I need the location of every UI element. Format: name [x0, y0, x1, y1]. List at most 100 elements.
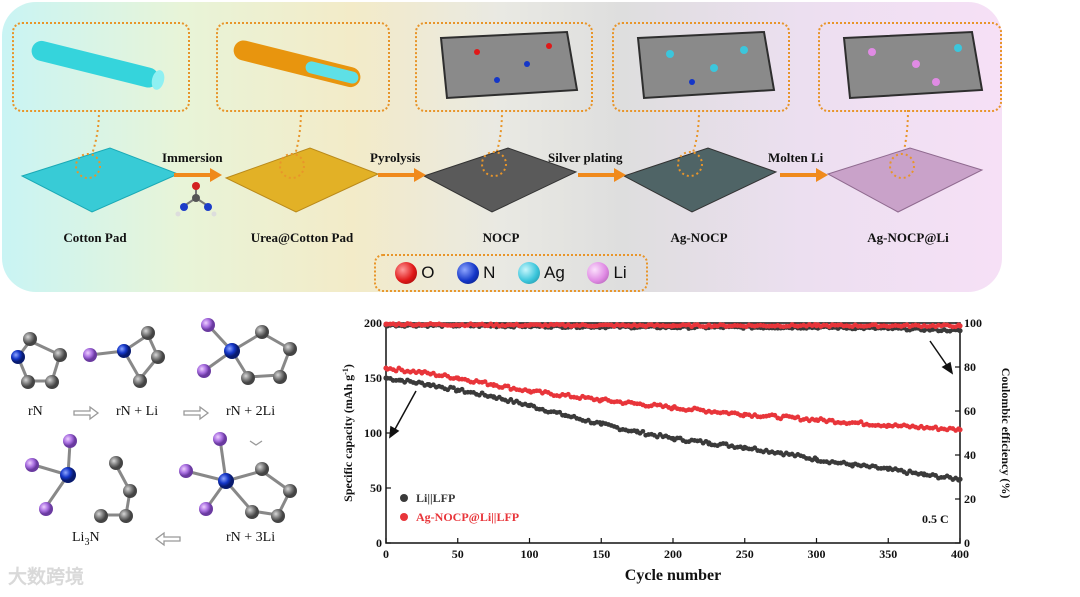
step-label-cotton-pad: Cotton Pad	[63, 230, 127, 245]
process-arrows	[174, 168, 828, 182]
label-li3n-subscript: 3	[84, 536, 90, 548]
left-y-tick-label: 50	[370, 481, 382, 495]
nitrogen-atom-icon	[457, 262, 480, 284]
right-y-axis-ticks: 0 20 40 60 80 100	[955, 316, 982, 550]
data-point-key	[849, 462, 855, 468]
left-y-axis-label-superscript: -1	[341, 368, 350, 375]
process-label-immersion: Immersion	[162, 150, 223, 165]
data-point-key	[885, 466, 891, 472]
molecule-rn-3li	[179, 432, 297, 523]
label-li3n: Li3N	[72, 530, 100, 548]
data-point-key	[491, 382, 497, 388]
legend-item-ag: Ag	[518, 262, 565, 284]
x-axis-ticks: 0 50 100 150 200 250 300 350 400	[383, 538, 969, 561]
molecule-rn-2li	[197, 318, 297, 385]
legend-label-li-lfp: Li||LFP	[416, 491, 455, 505]
left-y-axis-label-main: Specific capacity (mAh g	[341, 375, 355, 502]
left-y-tick-label: 100	[364, 426, 382, 440]
step-label-ag-nocp-li: Ag-NOCP@Li	[867, 230, 949, 245]
label-rn: rN	[28, 404, 43, 419]
data-point-key	[957, 427, 963, 433]
legend-item-n: N	[457, 262, 495, 284]
label-li3n-n: N	[89, 530, 100, 545]
data-point	[557, 409, 563, 415]
chart-series	[383, 321, 963, 483]
lithiation-mechanism-diagram	[11, 318, 297, 547]
zoom-box-cotton-fiber	[12, 22, 190, 112]
data-point-key	[921, 472, 927, 478]
chart-legend: Li||LFP Ag-NOCP@Li||LFP	[400, 491, 519, 524]
fabric-pads-row	[20, 109, 984, 217]
molecule-rn	[11, 332, 67, 389]
data-point	[505, 383, 511, 389]
data-point-key	[742, 444, 748, 450]
oxygen-atom-icon	[395, 262, 418, 284]
data-point-key	[813, 417, 820, 423]
data-point	[459, 386, 465, 392]
molecule-rn-li	[83, 326, 165, 388]
data-point-key	[397, 377, 403, 383]
step-label-urea-cotton-pad: Urea@Cotton Pad	[250, 230, 354, 245]
x-tick-label: 50	[452, 547, 464, 561]
legend-label-n: N	[483, 263, 496, 282]
silver-atom-icon	[518, 262, 541, 284]
x-tick-label: 150	[592, 547, 610, 561]
data-point-key	[598, 421, 604, 427]
lithium-atom-icon	[587, 262, 610, 284]
right-y-tick-label: 80	[964, 360, 976, 374]
ag-nocp-pad-image	[622, 147, 778, 213]
process-label-pyrolysis: Pyrolysis	[370, 150, 421, 165]
x-tick-label: 350	[879, 547, 897, 561]
left-y-axis-label-tail: )	[341, 364, 355, 368]
label-li3n-li: Li	[72, 530, 85, 545]
zoom-box-li-lattice	[818, 22, 1002, 112]
data-point-key	[957, 476, 963, 482]
urea-coated-fiber-illustration	[233, 40, 361, 88]
x-axis-label: Cycle number	[625, 567, 721, 584]
label-rn-3li: rN + 3Li	[226, 530, 276, 545]
data-point-key	[562, 412, 568, 418]
data-point-key	[598, 397, 604, 403]
data-point	[508, 397, 514, 402]
element-legend: O N Ag Li	[374, 254, 648, 292]
cycling-performance-chart: 0 50 100 150 200 250 300 350 400 0 50 100 150 200 0 2…	[341, 316, 1013, 584]
data-point-key	[670, 405, 676, 411]
data-point-key	[670, 323, 676, 329]
data-point-key	[813, 456, 820, 462]
right-y-tick-label: 100	[964, 316, 982, 330]
series-ag-nocp-li-lfp-ce	[383, 321, 963, 330]
li-loaded-lattice-illustration	[842, 30, 984, 100]
data-point	[451, 385, 456, 391]
data-point-key	[742, 411, 748, 417]
right-y-tick-label: 60	[964, 404, 976, 418]
urea-molecule-illustration	[175, 182, 217, 217]
data-point	[393, 368, 399, 374]
nocp-pad-image	[422, 147, 578, 213]
data-point-key	[526, 322, 533, 328]
x-tick-label: 250	[736, 547, 754, 561]
reaction-arrows	[73, 405, 263, 547]
left-y-tick-label: 150	[364, 371, 382, 385]
step-label-nocp: NOCP	[482, 230, 520, 245]
data-point-key	[526, 402, 533, 409]
data-point-key	[526, 388, 533, 394]
x-tick-label: 0	[383, 547, 389, 561]
urea-cotton-pad-image	[224, 147, 380, 213]
data-point-key	[426, 382, 432, 388]
right-y-tick-label: 0	[964, 536, 970, 550]
data-point-key	[455, 387, 461, 393]
label-rn-li: rN + Li	[116, 404, 159, 419]
data-point-key	[778, 450, 784, 456]
process-label-molten-li: Molten Li	[768, 150, 824, 165]
data-point-key	[455, 375, 461, 381]
zoom-box-urea-fiber	[216, 22, 390, 112]
watermark: 大数跨境	[8, 566, 85, 588]
data-point	[482, 379, 488, 385]
legend-label-li: Li	[613, 263, 627, 282]
data-point-key	[383, 365, 389, 371]
x-tick-label: 100	[521, 547, 539, 561]
legend-marker-li-lfp	[400, 494, 408, 502]
ag-doped-lattice-illustration	[636, 30, 776, 100]
data-point-key	[634, 429, 640, 435]
right-y-tick-label: 40	[964, 448, 976, 462]
